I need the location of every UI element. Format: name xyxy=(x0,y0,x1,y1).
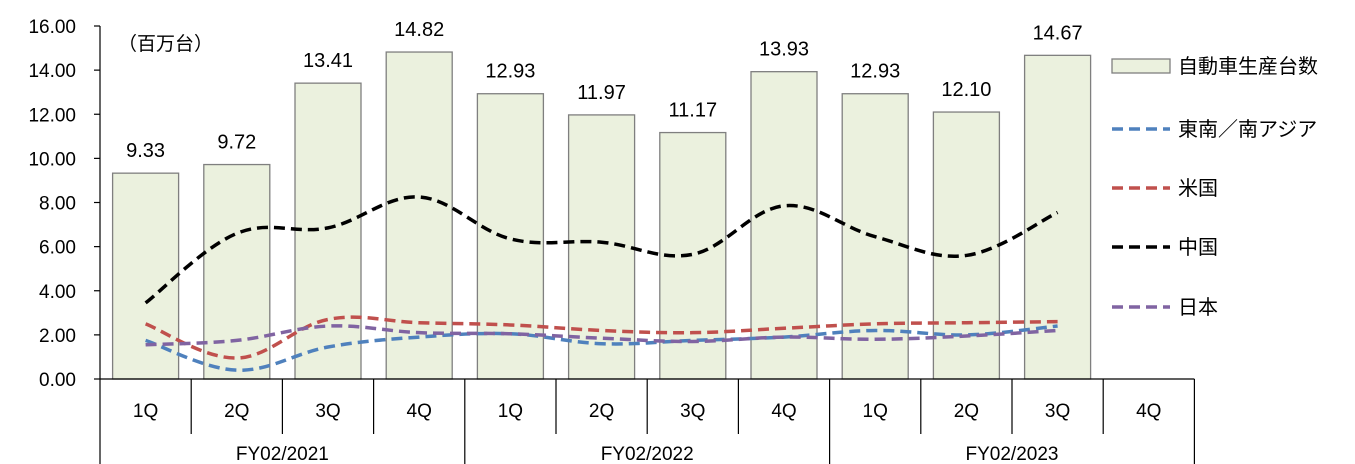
bar-9 xyxy=(932,111,1001,380)
series-line-2 xyxy=(144,195,1059,305)
x-tick-label: 4Q xyxy=(771,401,796,422)
legend-swatch-bar xyxy=(1111,58,1171,74)
x-tick-label: 3Q xyxy=(1045,401,1070,422)
bar-value-label: 9.72 xyxy=(217,132,256,154)
x-tick-label: 3Q xyxy=(680,401,705,422)
x-tick-label: 2Q xyxy=(954,401,979,422)
x-tick-label: 3Q xyxy=(315,401,340,422)
x-tick-label: 4Q xyxy=(1136,401,1161,422)
group-label: FY02/2023 xyxy=(966,444,1059,464)
y-tick-label: 8.00 xyxy=(39,194,76,215)
y-tick-label: 16.00 xyxy=(28,17,76,38)
unit-label: （百万台） xyxy=(118,33,213,55)
series-line-0 xyxy=(145,324,1058,372)
legend-label: 東南／南アジア xyxy=(1178,118,1317,141)
y-tick-label: 14.00 xyxy=(28,61,76,82)
x-tick-label: 1Q xyxy=(863,401,888,422)
x-tick-label: 2Q xyxy=(224,401,249,422)
y-tick-label: 12.00 xyxy=(28,105,76,126)
legend-label: 日本 xyxy=(1178,296,1218,319)
x-tick-label: 2Q xyxy=(589,401,614,422)
bar-value-label: 13.93 xyxy=(759,39,809,61)
legend-label: 中国 xyxy=(1178,236,1218,259)
legend-label: 米国 xyxy=(1178,177,1218,200)
bar-1 xyxy=(203,163,271,380)
bar-value-label: 12.10 xyxy=(941,79,991,101)
series-line-3 xyxy=(145,324,1058,347)
bar-value-label: 9.33 xyxy=(126,140,165,162)
group-label: FY02/2022 xyxy=(601,444,694,464)
group-label: FY02/2021 xyxy=(236,444,329,464)
bar-3 xyxy=(385,51,453,380)
series-line-1 xyxy=(144,315,1058,360)
bar-7 xyxy=(750,71,818,380)
bar-value-label: 12.93 xyxy=(850,61,900,83)
y-tick-label: 6.00 xyxy=(39,238,76,259)
x-tick-label: 4Q xyxy=(407,401,432,422)
y-tick-label: 2.00 xyxy=(39,326,76,347)
bar-value-label: 13.41 xyxy=(303,50,353,72)
data-labels: 9.33 9.72 13.41 14.82 12.93 11.97 11.17 13.93 12… xyxy=(126,19,1083,162)
y-tick-label: 0.00 xyxy=(39,370,76,391)
axes: 0.00 2.00 4.00 6.00 8.00 10.00 12.00 14.00 16.00… xyxy=(28,17,1196,464)
bar-value-label: 14.82 xyxy=(394,19,444,41)
series-lines xyxy=(144,195,1059,372)
y-tick-label: 4.00 xyxy=(39,282,76,303)
bar-value-label: 12.93 xyxy=(485,61,535,83)
bar-value-label: 11.17 xyxy=(669,100,718,122)
bar-value-label: 14.67 xyxy=(1033,22,1083,44)
bar-10 xyxy=(1023,54,1092,380)
bar-2 xyxy=(294,82,362,380)
legend-label: 自動車生産台数 xyxy=(1178,55,1318,78)
bar-4 xyxy=(476,93,545,380)
x-tick-label: 1Q xyxy=(498,401,523,422)
bar-value-label: 11.97 xyxy=(577,82,626,104)
y-tick-label: 10.00 xyxy=(28,149,76,170)
x-tick-label: 1Q xyxy=(133,401,158,422)
